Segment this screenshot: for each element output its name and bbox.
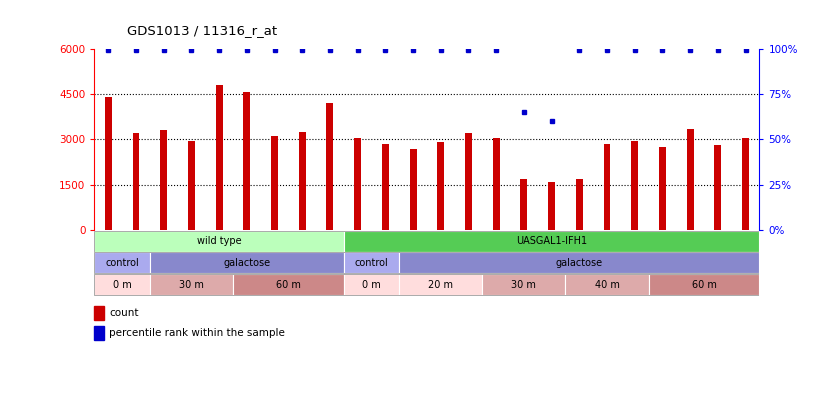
Bar	[686, 129, 694, 230]
Text: 0 m: 0 m	[362, 280, 381, 290]
Text: 60 m: 60 m	[276, 280, 300, 290]
Bar	[742, 138, 749, 230]
FancyBboxPatch shape	[399, 274, 483, 295]
Text: control: control	[105, 258, 139, 268]
FancyBboxPatch shape	[399, 252, 759, 273]
FancyBboxPatch shape	[649, 274, 759, 295]
Text: GDS1013 / 11316_r_at: GDS1013 / 11316_r_at	[127, 24, 277, 37]
FancyBboxPatch shape	[94, 252, 150, 273]
Bar	[465, 133, 472, 230]
FancyBboxPatch shape	[344, 274, 399, 295]
Text: control: control	[355, 258, 388, 268]
Bar	[631, 141, 638, 230]
Text: 40 m: 40 m	[594, 280, 620, 290]
Text: count: count	[109, 308, 139, 318]
Bar	[243, 92, 250, 230]
Bar	[354, 138, 361, 230]
Text: 0 m: 0 m	[112, 280, 131, 290]
Bar	[603, 144, 611, 230]
Bar	[382, 144, 389, 230]
Bar	[132, 133, 140, 230]
Bar	[271, 136, 278, 230]
Text: 60 m: 60 m	[691, 280, 717, 290]
Bar	[160, 130, 167, 230]
Bar	[659, 147, 666, 230]
Bar	[521, 179, 527, 230]
Bar	[410, 149, 416, 230]
Text: UASGAL1-IFH1: UASGAL1-IFH1	[516, 236, 587, 246]
Bar	[438, 143, 444, 230]
Text: 30 m: 30 m	[511, 280, 536, 290]
Text: percentile rank within the sample: percentile rank within the sample	[109, 328, 285, 338]
Bar	[576, 179, 583, 230]
FancyBboxPatch shape	[94, 231, 344, 252]
FancyBboxPatch shape	[150, 274, 233, 295]
Text: 30 m: 30 m	[179, 280, 204, 290]
Bar	[188, 141, 195, 230]
FancyBboxPatch shape	[150, 252, 344, 273]
Text: galactose: galactose	[556, 258, 603, 268]
Text: 20 m: 20 m	[429, 280, 453, 290]
Bar	[548, 182, 555, 230]
Text: wild type: wild type	[197, 236, 241, 246]
FancyBboxPatch shape	[233, 274, 344, 295]
Bar	[493, 138, 500, 230]
Bar	[327, 103, 333, 230]
Text: galactose: galactose	[223, 258, 270, 268]
FancyBboxPatch shape	[344, 231, 759, 252]
FancyBboxPatch shape	[344, 252, 399, 273]
Bar	[105, 97, 112, 230]
Bar	[714, 145, 722, 230]
FancyBboxPatch shape	[483, 274, 566, 295]
Bar	[216, 85, 222, 230]
FancyBboxPatch shape	[94, 274, 150, 295]
Bar	[299, 132, 305, 230]
FancyBboxPatch shape	[566, 274, 649, 295]
